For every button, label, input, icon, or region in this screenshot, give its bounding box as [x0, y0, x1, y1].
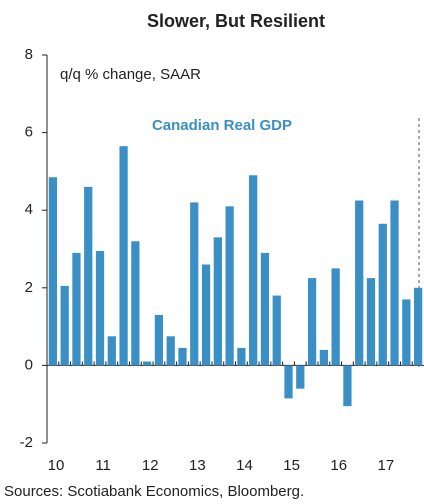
x-tick-label: 10 [48, 457, 65, 474]
bar [402, 299, 411, 366]
x-tick-label: 13 [189, 457, 206, 474]
bar [237, 347, 246, 366]
bar [390, 200, 399, 366]
bar [413, 287, 423, 366]
source: Sources: Scotiabank Economics, Bloomberg… [4, 483, 304, 500]
x-tick-label: 12 [142, 457, 159, 474]
series-label: Canadian Real GDP [152, 117, 292, 134]
bar [225, 206, 234, 366]
bar [366, 278, 376, 366]
bar [343, 365, 352, 407]
bar [213, 237, 222, 366]
bar [284, 365, 293, 399]
x-tick-label: 15 [283, 457, 300, 474]
bar [307, 278, 317, 366]
y-tick-label: 0 [25, 356, 33, 373]
bar [260, 252, 270, 366]
bar [95, 250, 105, 366]
bar [119, 146, 128, 366]
bar [178, 347, 187, 366]
y-tick-label: 6 [25, 124, 33, 141]
bar [107, 336, 116, 366]
y-tick-label: 8 [25, 46, 33, 63]
bar [319, 349, 328, 366]
bar [272, 295, 281, 366]
bar [296, 365, 305, 389]
bar [249, 175, 258, 366]
chart-title: Slower, But Resilient [147, 11, 325, 31]
y-tick-label: 4 [25, 201, 33, 218]
bar [72, 252, 81, 366]
bar [331, 268, 340, 366]
bar [60, 285, 69, 366]
x-tick-label: 17 [378, 457, 395, 474]
subtitle: q/q % change, SAAR [60, 66, 201, 83]
x-tick-label: 14 [236, 457, 253, 474]
x-tick-label: 16 [330, 457, 347, 474]
y-tick-label: 2 [25, 279, 33, 296]
bar [378, 223, 387, 366]
bar [166, 336, 175, 366]
bar [190, 202, 199, 366]
bar [355, 200, 364, 366]
x-tick-label: 11 [95, 457, 111, 474]
bar [154, 314, 164, 366]
bar [48, 177, 58, 366]
y-tick-label: -2 [20, 434, 33, 451]
bar [131, 241, 140, 366]
bar [201, 264, 211, 366]
bar [143, 361, 152, 366]
bar [84, 186, 93, 366]
